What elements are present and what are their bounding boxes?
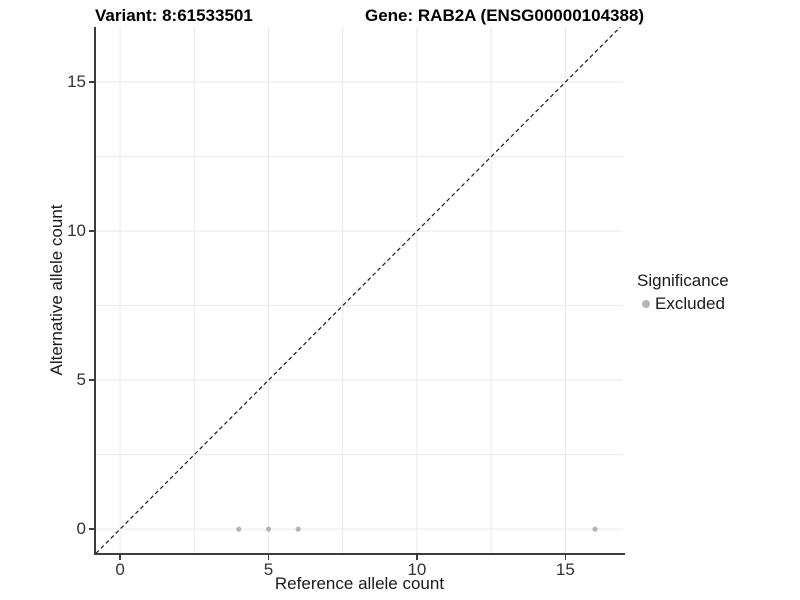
y-tick-mark [89, 230, 94, 232]
y-tick-mark [89, 81, 94, 83]
y-tick-label: 0 [76, 519, 86, 539]
data-point [295, 526, 301, 532]
legend-item: Excluded [637, 294, 729, 314]
legend-title: Significance [637, 271, 729, 290]
y-tick-mark [89, 379, 94, 381]
x-tick-label: 5 [263, 560, 274, 579]
plot-title-gene: Gene: RAB2A (ENSG00000104388) [365, 6, 645, 25]
legend-items: Excluded [637, 294, 729, 314]
x-axis-line [94, 553, 625, 555]
y-axis-label: Alternative allele count [47, 204, 66, 376]
x-axis-label: Reference allele count [274, 574, 445, 593]
x-tick-label: 0 [115, 560, 125, 579]
x-tick-mark [564, 555, 567, 560]
y-tick-label: 10 [67, 221, 86, 241]
y-tick-label: 15 [67, 72, 86, 92]
y-axis-line [94, 27, 96, 555]
x-tick-label: 10 [407, 560, 427, 579]
data-point [236, 526, 242, 532]
x-tick-mark [416, 555, 418, 560]
plot-canvas [96, 27, 623, 553]
plot-title-variant: Variant: 8:61533501 [95, 6, 253, 25]
legend-item-label: Excluded [655, 294, 725, 313]
plot-panel: 0 5 10 15 0 5 10 15 Reference allele count Alte… [47, 27, 625, 593]
x-tick-label: 15 [555, 560, 575, 579]
legend-point-icon [642, 300, 650, 308]
x-tick-mark [119, 555, 121, 560]
data-point [592, 526, 598, 532]
y-tick-mark [89, 528, 94, 530]
x-tick-mark [267, 555, 270, 560]
legend: Significance Excluded [637, 271, 729, 314]
identity-line [96, 27, 622, 553]
y-tick-label: 5 [76, 370, 86, 390]
data-point [265, 526, 272, 532]
